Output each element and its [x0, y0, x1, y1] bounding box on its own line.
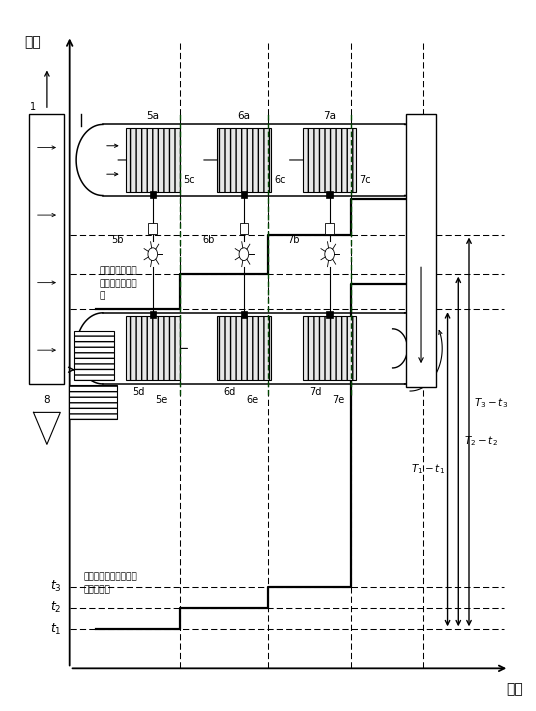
Bar [69, 385, 117, 419]
Text: $t_3$: $t_3$ [50, 579, 62, 594]
Text: $T_1-t_1$: $T_1-t_1$ [411, 462, 445, 476]
Text: $T_3-t_3$: $T_3-t_3$ [474, 397, 509, 410]
Bar [29, 114, 64, 384]
Bar [303, 128, 356, 192]
Bar [303, 316, 356, 380]
Text: 7c: 7c [360, 175, 371, 185]
Text: 7d: 7d [309, 387, 322, 397]
Text: 7a: 7a [323, 111, 336, 121]
Text: 1: 1 [30, 102, 36, 112]
Text: 5c: 5c [183, 175, 195, 185]
Bar [74, 331, 114, 380]
Text: $T_3$: $T_3$ [47, 227, 62, 242]
Bar [406, 114, 436, 387]
Text: 冷凝器加热通道
空气梯级升温曲
线: 冷凝器加热通道 空气梯级升温曲 线 [99, 267, 137, 301]
Bar [150, 311, 156, 318]
Bar [217, 128, 271, 192]
Text: 5e: 5e [155, 395, 168, 405]
Bar [126, 128, 180, 192]
Text: $T_1$: $T_1$ [47, 301, 62, 317]
Text: $t_1$: $t_1$ [50, 621, 62, 637]
Text: $t_2$: $t_2$ [50, 600, 62, 616]
Bar [326, 191, 333, 198]
Text: 7b: 7b [288, 235, 300, 245]
Bar [241, 191, 247, 198]
Bar [240, 223, 248, 234]
Text: 5d: 5d [132, 387, 145, 397]
Text: 6b: 6b [202, 235, 214, 245]
Text: 7e: 7e [332, 395, 345, 405]
Bar [126, 316, 180, 380]
Text: 距离: 距离 [506, 683, 523, 697]
Bar [148, 223, 157, 234]
Text: 6d: 6d [224, 387, 236, 397]
Bar [326, 311, 333, 318]
Bar [241, 311, 247, 318]
Text: $T_2-t_2$: $T_2-t_2$ [464, 434, 497, 448]
Text: 5a: 5a [146, 111, 159, 121]
Bar [150, 191, 156, 198]
Bar [325, 223, 334, 234]
Text: 5b: 5b [111, 235, 123, 245]
Text: 8: 8 [43, 395, 50, 405]
Text: 温度: 温度 [24, 36, 41, 50]
Bar [217, 316, 271, 380]
Text: 6e: 6e [247, 395, 259, 405]
Text: $T_2$: $T_2$ [47, 266, 62, 282]
Text: 6a: 6a [237, 111, 250, 121]
Text: 6c: 6c [274, 175, 285, 185]
Text: 蒸发器降温除湿通道梯
级回收曲线: 蒸发器降温除湿通道梯 级回收曲线 [83, 572, 137, 594]
